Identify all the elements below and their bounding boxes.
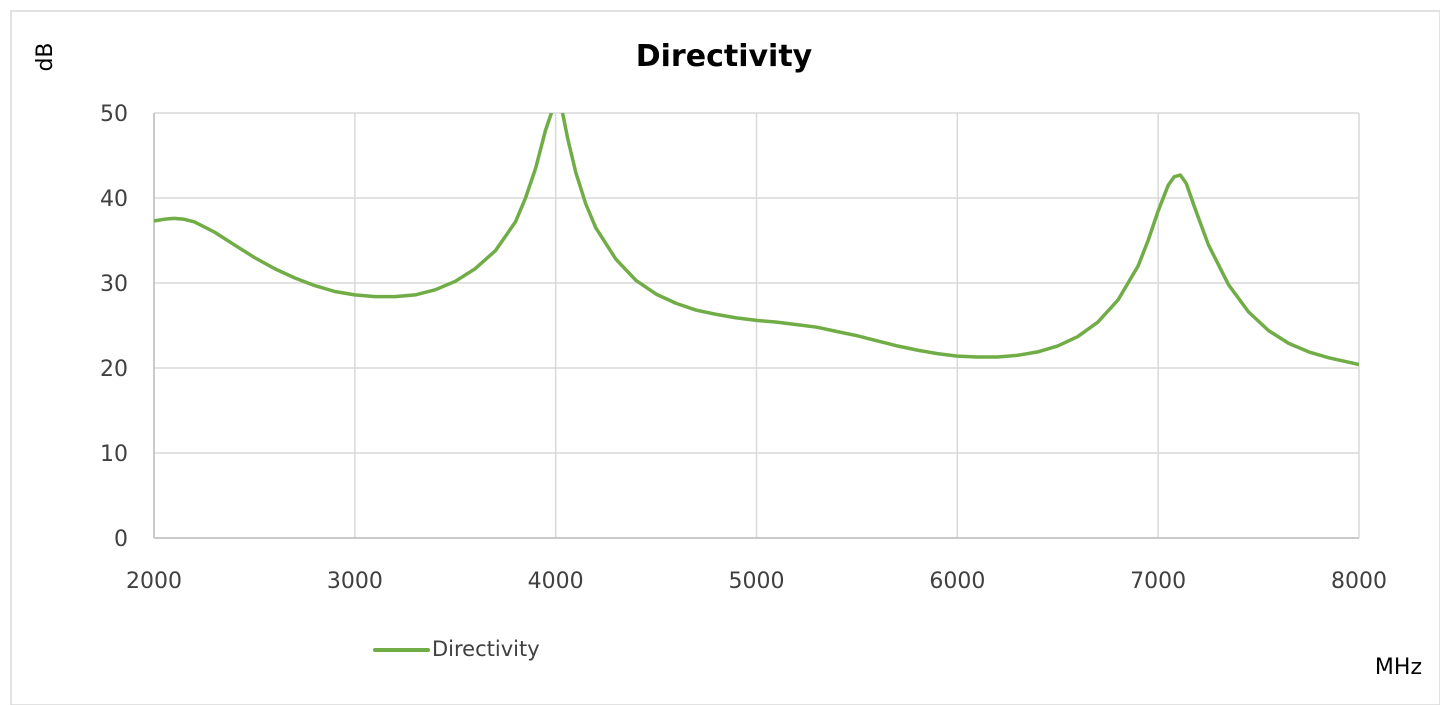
chart-border: [10, 10, 1440, 705]
legend-label-directivity: Directivity: [432, 637, 540, 661]
tick-layer: 0 10 20 30 40 50 2000 3000 4000 5000 6000 7000 8000: [100, 102, 1387, 594]
y-tick-label: 30: [100, 272, 128, 297]
x-tick-label: 5000: [729, 569, 785, 594]
chart-title: Directivity: [636, 39, 813, 74]
x-tick-label: 4000: [528, 569, 584, 594]
y-tick-label: 50: [100, 102, 128, 127]
x-tick-label: 2000: [126, 569, 182, 594]
y-tick-label: 0: [114, 527, 128, 552]
grid-layer: [153, 112, 1360, 539]
y-axis-label: dB: [33, 42, 58, 71]
y-tick-label: 40: [100, 187, 128, 212]
x-tick-label: 7000: [1130, 569, 1186, 594]
x-tick-label: 6000: [929, 569, 985, 594]
series-line-directivity: [154, 113, 1359, 367]
y-tick-label: 20: [100, 357, 128, 382]
x-axis-label: MHz: [1375, 655, 1422, 680]
legend: Directivity: [373, 637, 540, 661]
y-tick-label: 10: [100, 442, 128, 467]
x-tick-label: 8000: [1331, 569, 1387, 594]
series-layer: [154, 113, 1359, 367]
x-tick-label: 3000: [327, 569, 383, 594]
